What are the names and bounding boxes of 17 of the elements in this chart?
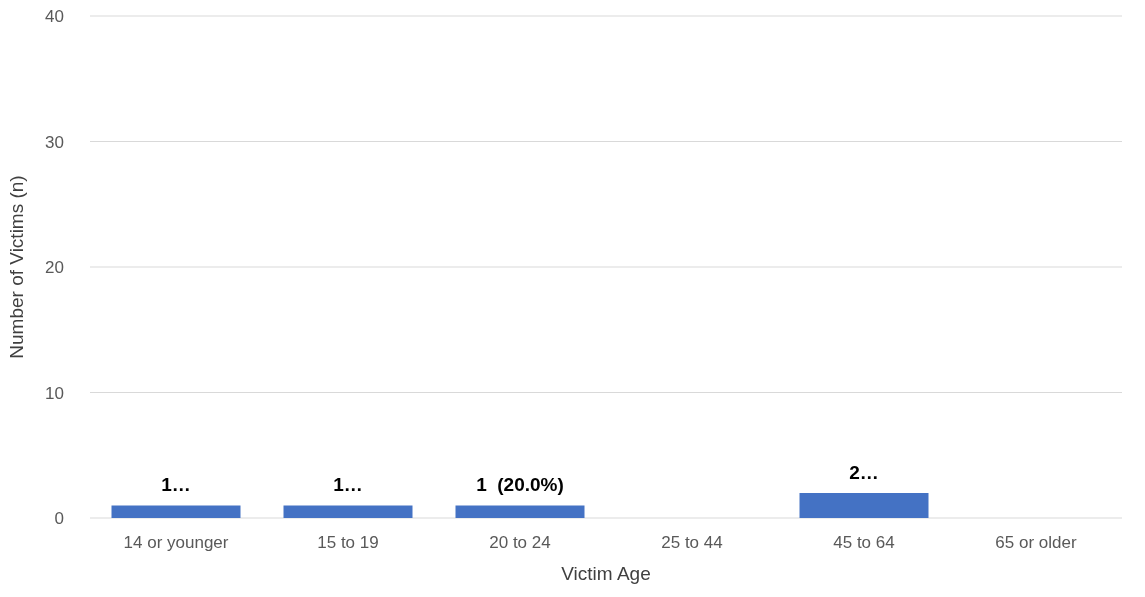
y-tick-label: 10 xyxy=(45,383,64,403)
x-axis-title: Victim Age xyxy=(561,563,651,584)
y-tick-label: 30 xyxy=(45,132,64,152)
data-label: 1… xyxy=(161,474,191,496)
y-tick-label: 20 xyxy=(45,258,64,278)
x-tick-label: 65 or older xyxy=(995,533,1077,553)
y-axis-title: Number of Victims (n) xyxy=(5,175,27,359)
x-tick-label: 15 to 19 xyxy=(317,533,379,553)
data-label: 1 (20.0%) xyxy=(476,474,564,496)
y-tick-label: 0 xyxy=(54,509,64,529)
x-tick-label: 14 or younger xyxy=(123,533,229,553)
y-tick-label: 40 xyxy=(45,7,64,27)
data-label: 1… xyxy=(333,474,363,496)
x-tick-label: 25 to 44 xyxy=(661,533,723,553)
x-tick-label: 45 to 64 xyxy=(833,533,895,553)
data-label: 2… xyxy=(849,461,879,483)
x-tick-label: 20 to 24 xyxy=(489,533,551,553)
